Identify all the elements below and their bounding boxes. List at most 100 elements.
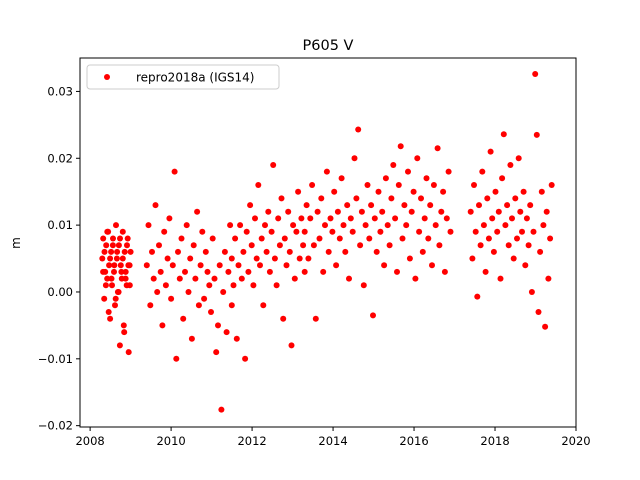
data-point	[260, 302, 267, 309]
data-point	[273, 282, 280, 289]
data-point	[434, 145, 441, 152]
x-tick-label: 2010	[156, 434, 185, 448]
x-tick-label: 2020	[561, 434, 590, 448]
data-point	[429, 262, 435, 269]
data-point	[291, 275, 298, 282]
data-point	[532, 71, 539, 77]
data-point	[533, 131, 540, 138]
data-point	[545, 275, 552, 282]
data-point	[307, 215, 314, 222]
data-point	[183, 222, 190, 229]
data-point	[257, 262, 263, 269]
data-point	[384, 222, 391, 229]
data-point	[419, 248, 426, 255]
data-point	[201, 295, 208, 302]
data-point	[514, 235, 520, 242]
data-point	[425, 235, 432, 242]
data-point	[100, 235, 107, 242]
data-point	[156, 242, 162, 249]
data-point	[116, 342, 123, 349]
data-point	[180, 315, 187, 322]
data-point	[528, 289, 535, 295]
data-point	[432, 222, 439, 229]
data-point	[223, 329, 230, 336]
data-point	[247, 202, 254, 209]
data-point	[471, 182, 477, 188]
data-point	[394, 268, 400, 275]
data-point	[109, 282, 115, 289]
data-point	[188, 335, 195, 342]
data-point	[104, 228, 111, 235]
data-point	[316, 235, 323, 242]
data-point	[390, 162, 397, 168]
data-point	[100, 268, 107, 275]
data-point	[401, 202, 408, 209]
chart-title: P605 V	[303, 38, 354, 54]
data-point	[421, 215, 428, 222]
data-point	[327, 215, 334, 222]
data-point	[542, 323, 549, 330]
data-point	[228, 255, 235, 262]
data-point	[480, 222, 487, 229]
data-point	[262, 222, 268, 229]
data-point	[320, 268, 327, 275]
data-point	[353, 195, 360, 202]
data-point	[416, 228, 423, 235]
data-point	[441, 268, 448, 275]
data-point	[285, 208, 292, 215]
data-point	[176, 275, 183, 282]
data-point	[263, 248, 270, 255]
data-points	[99, 71, 555, 413]
data-point	[124, 235, 131, 242]
data-point	[152, 202, 159, 209]
data-point	[101, 295, 108, 302]
data-point	[120, 322, 127, 329]
data-point	[507, 162, 514, 168]
data-point	[159, 322, 166, 329]
data-point	[149, 248, 155, 255]
x-axis: 2008 2010 2012 2014 2016 2018 2020	[75, 427, 591, 448]
data-point	[107, 255, 114, 262]
x-tick-label: 2008	[75, 434, 104, 448]
data-point	[476, 202, 482, 209]
data-point	[126, 282, 133, 289]
data-point	[230, 282, 237, 289]
data-point	[392, 215, 399, 222]
data-point	[349, 228, 356, 235]
data-point	[436, 242, 443, 249]
data-point	[266, 268, 273, 275]
data-point	[497, 275, 504, 282]
data-point	[105, 309, 112, 315]
data-point	[265, 208, 272, 215]
data-point	[487, 148, 494, 155]
data-point	[106, 262, 113, 269]
data-point	[379, 208, 386, 215]
x-tick-label: 2018	[480, 434, 509, 448]
data-point	[309, 182, 316, 188]
data-point	[305, 255, 312, 262]
data-point	[206, 282, 213, 289]
data-point	[547, 235, 554, 242]
data-point	[340, 222, 347, 229]
data-point	[303, 202, 310, 209]
data-point	[238, 275, 245, 282]
data-point	[121, 329, 128, 336]
data-point	[368, 202, 375, 209]
data-point	[218, 406, 225, 413]
data-point	[161, 228, 168, 235]
data-point	[505, 242, 512, 249]
data-point	[143, 262, 150, 269]
data-point	[147, 302, 154, 309]
data-point	[358, 208, 365, 215]
y-tick-label: −0.01	[38, 352, 73, 366]
data-point	[194, 208, 201, 215]
data-point	[192, 275, 199, 282]
data-point	[270, 162, 277, 168]
data-point	[530, 228, 537, 235]
legend-label: repro2018a (IGS14)	[136, 71, 254, 85]
data-point	[344, 202, 351, 209]
data-point	[119, 228, 126, 235]
data-point	[242, 355, 249, 362]
data-point	[525, 242, 532, 249]
data-point	[386, 242, 393, 249]
